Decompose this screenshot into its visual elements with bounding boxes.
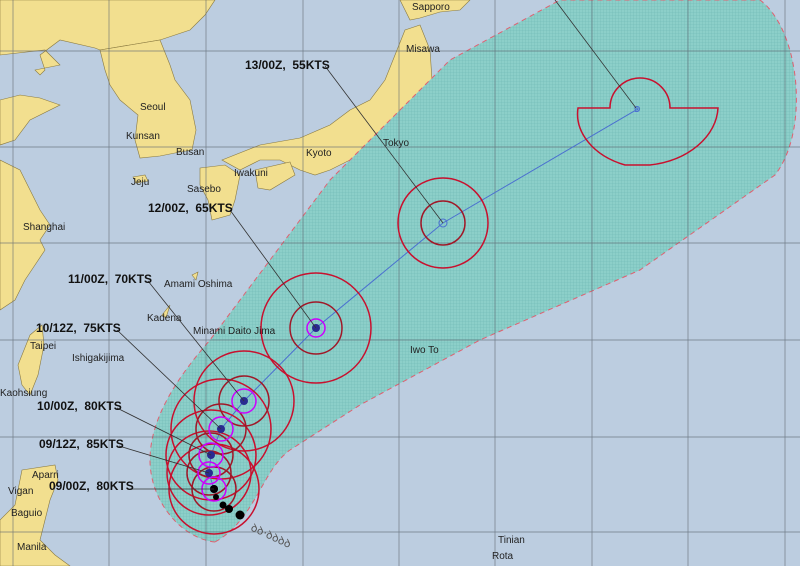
city-label: Aparri <box>32 470 59 481</box>
city-label: Rota <box>492 551 514 562</box>
land-masses <box>0 0 471 566</box>
forecast-labels: 13/00Z, 55KTS 12/00Z, 65KTS 11/00Z, 70KT… <box>36 58 330 493</box>
land-hokkaido <box>399 0 471 21</box>
city-label: Iwo To <box>410 345 439 356</box>
city-label: Tokyo <box>383 138 410 149</box>
land-korea <box>99 39 197 159</box>
city-label: Baguio <box>11 508 43 519</box>
city-label: Misawa <box>406 44 440 55</box>
land-okinawa <box>161 304 171 319</box>
land-jeju <box>132 174 149 184</box>
forecast-point[interactable] <box>438 218 448 228</box>
land-shikoku <box>254 161 296 191</box>
forecast-label: 10/00Z, 80KTS <box>37 399 122 413</box>
city-label: Taipei <box>30 341 56 352</box>
city-label: Seoul <box>140 102 166 113</box>
city-label: Iwakuni <box>234 168 268 179</box>
forecast-label: 09/12Z, 85KTS <box>39 437 124 451</box>
city-label: Shanghai <box>23 222 65 233</box>
cyclone-symbol-icon: ๑ <box>633 101 641 116</box>
city-label: Minami Daito Jima <box>193 326 276 337</box>
city-label: Vigan <box>8 486 33 497</box>
city-label: Kaohsiung <box>0 388 47 399</box>
city-label: Kunsan <box>126 131 160 142</box>
danger-area-cone <box>149 0 797 543</box>
forecast-label: 09/00Z, 80KTS <box>49 479 134 493</box>
land-asia-mainland <box>0 0 216 76</box>
city-label: Busan <box>176 147 204 158</box>
forecast-label: 12/00Z, 65KTS <box>148 201 233 215</box>
forecast-label: 10/12Z, 75KTS <box>36 321 121 335</box>
land-china-coast <box>0 94 61 311</box>
city-label: Amami Oshima <box>164 279 233 290</box>
forecast-label: 13/00Z, 55KTS <box>245 58 330 72</box>
city-label: Kadena <box>147 313 182 324</box>
city-label: Sapporo <box>412 2 450 13</box>
city-labels: Sapporo Misawa Seoul Kunsan Busan Jeju K… <box>0 2 525 562</box>
land-taiwan <box>17 324 45 396</box>
city-label: Tinian <box>498 535 525 546</box>
city-label: Jeju <box>131 177 149 188</box>
land-luzon <box>0 464 71 566</box>
city-label: Manila <box>17 542 47 553</box>
forecast-label: 11/00Z, 70KTS <box>68 272 152 286</box>
leader-lines <box>116 0 637 490</box>
city-label: Ishigakijima <box>72 353 125 364</box>
city-label: Sasebo <box>187 184 221 195</box>
city-label: Kyoto <box>306 148 332 159</box>
land-kyushu <box>199 164 241 221</box>
land-amami <box>191 271 199 281</box>
